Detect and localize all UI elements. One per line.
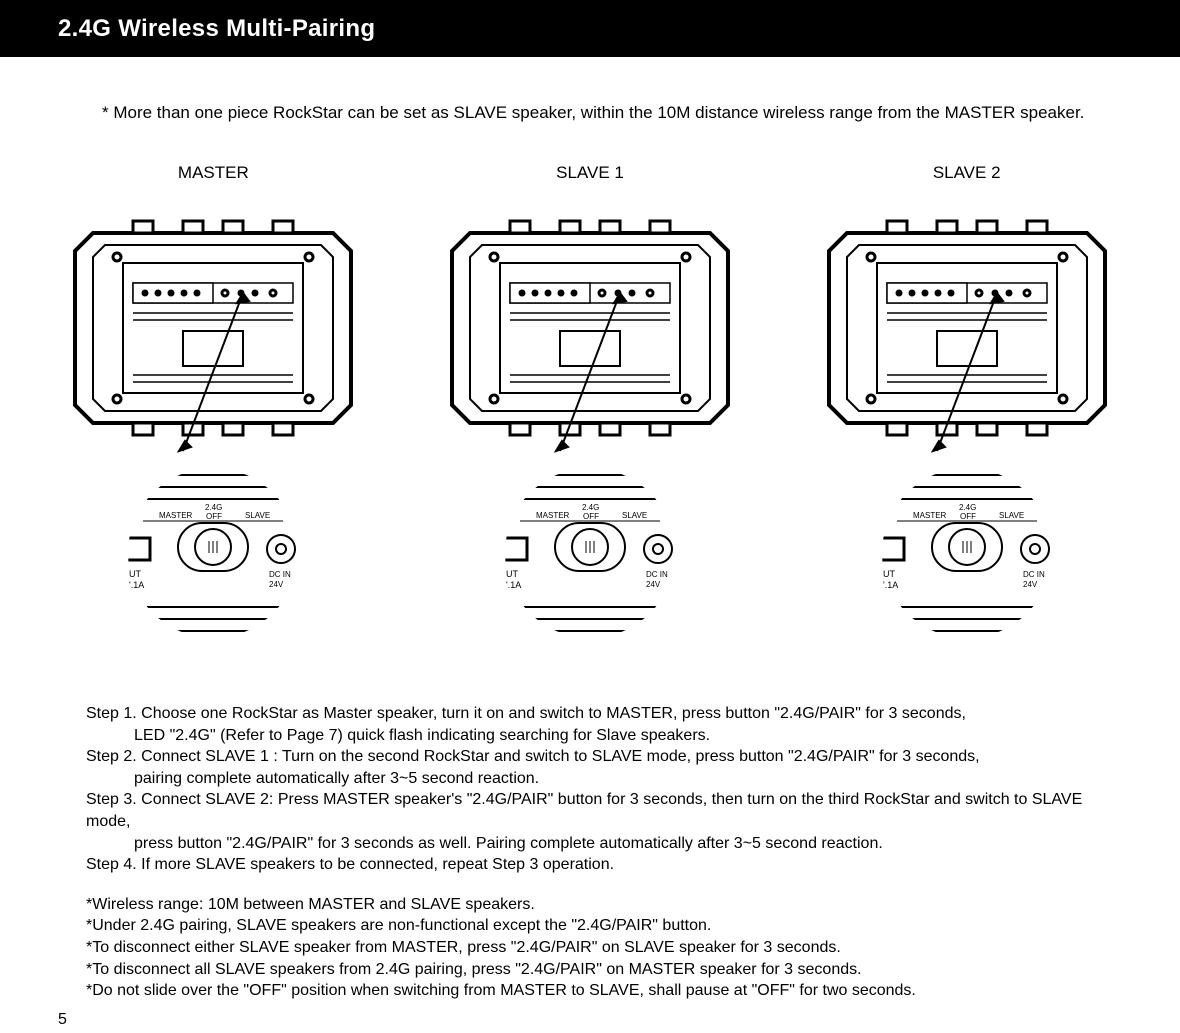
svg-text:'.1A: '.1A [129,580,144,590]
svg-text:DC IN: DC IN [646,570,668,579]
svg-text:2.4G: 2.4G [205,503,222,512]
switch-detail-diagram: MASTER 2.4G OFF SLAVE UT '.1A DC IN 24V [877,463,1057,643]
step-1-line2: LED "2.4G" (Refer to Page 7) quick flash… [86,725,1120,747]
svg-text:DC IN: DC IN [269,570,291,579]
speaker-diagram [440,203,740,453]
svg-text:2.4G: 2.4G [959,503,976,512]
page-title: 2.4G Wireless Multi-Pairing [58,15,375,43]
device-label: SLAVE 2 [933,163,1001,183]
device-slave1: SLAVE 1 [417,163,764,643]
svg-text:2.4G: 2.4G [582,503,599,512]
svg-text:SLAVE: SLAVE [999,511,1024,520]
switch-detail-diagram: MASTER 2.4G OFF SLAVE UT '.1A DC IN 24V [123,463,303,643]
note-1: *Wireless range: 10M between MASTER and … [86,894,1120,916]
devices-row: MASTER [0,123,1180,643]
note-5: *Do not slide over the "OFF" position wh… [86,980,1120,1002]
page-number: 5 [58,1011,67,1029]
svg-text:UT: UT [883,569,895,579]
svg-text:MASTER: MASTER [913,511,947,520]
step-3-line1: Step 3. Connect SLAVE 2: Press MASTER sp… [86,789,1120,832]
svg-text:UT: UT [129,569,141,579]
svg-text:SLAVE: SLAVE [245,511,270,520]
step-1-line1: Step 1. Choose one RockStar as Master sp… [86,703,1120,725]
device-label: MASTER [178,163,249,183]
page-header: 2.4G Wireless Multi-Pairing [0,0,1180,57]
note-3: *To disconnect either SLAVE speaker from… [86,937,1120,959]
svg-text:SLAVE: SLAVE [622,511,647,520]
svg-text:DC IN: DC IN [1023,570,1045,579]
step-2-line1: Step 2. Connect SLAVE 1 : Turn on the se… [86,746,1120,768]
svg-text:OFF: OFF [960,512,976,521]
note-4: *To disconnect all SLAVE speakers from 2… [86,959,1120,981]
svg-text:'.1A: '.1A [506,580,521,590]
device-master: MASTER [40,163,387,643]
device-label: SLAVE 1 [556,163,624,183]
device-slave2: SLAVE 2 [793,163,1140,643]
note-2: *Under 2.4G pairing, SLAVE speakers are … [86,915,1120,937]
svg-text:MASTER: MASTER [536,511,570,520]
speaker-diagram [817,203,1117,453]
svg-text:24V: 24V [646,580,661,589]
svg-text:24V: 24V [1023,580,1038,589]
step-3-line2: press button "2.4G/PAIR" for 3 seconds a… [86,833,1120,855]
speaker-diagram [63,203,363,453]
notes-block: *Wireless range: 10M between MASTER and … [0,876,1180,1002]
intro-text: * More than one piece RockStar can be se… [0,57,1180,123]
svg-text:MASTER: MASTER [159,511,193,520]
svg-text:UT: UT [506,569,518,579]
svg-text:'.1A: '.1A [883,580,898,590]
svg-text:24V: 24V [269,580,284,589]
step-4: Step 4. If more SLAVE speakers to be con… [86,854,1120,876]
steps-block: Step 1. Choose one RockStar as Master sp… [0,643,1180,876]
svg-text:OFF: OFF [206,512,222,521]
step-2-line2: pairing complete automatically after 3~5… [86,768,1120,790]
switch-detail-diagram: MASTER 2.4G OFF SLAVE UT '.1A DC IN 24V [500,463,680,643]
svg-text:OFF: OFF [583,512,599,521]
